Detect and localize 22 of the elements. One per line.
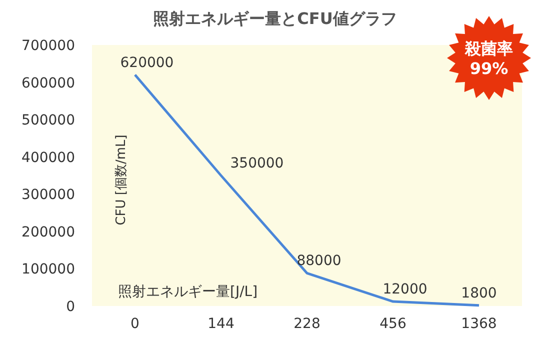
data-label: 350000 bbox=[230, 156, 284, 172]
y-tick-label: 200000 bbox=[22, 224, 75, 240]
y-tick-label: 400000 bbox=[22, 150, 75, 166]
y-tick-label: 0 bbox=[66, 299, 75, 315]
x-tick-label: 228 bbox=[294, 316, 320, 332]
data-label: 12000 bbox=[382, 282, 428, 298]
data-label: 620000 bbox=[120, 54, 174, 71]
data-label: 1800 bbox=[461, 285, 497, 302]
y-tick-label: 700000 bbox=[22, 38, 75, 54]
y-tick-label: 500000 bbox=[22, 112, 75, 129]
x-tick-label: 0 bbox=[130, 316, 140, 332]
annotation: 殺菌率 99% bbox=[464, 39, 513, 78]
x-tick-label: 144 bbox=[208, 316, 234, 332]
y-tick-label: 300000 bbox=[22, 187, 75, 204]
x-tick-label: 456 bbox=[380, 316, 406, 332]
y-tick-label: 600000 bbox=[22, 75, 75, 92]
x-axis-title: 照射エネルギー量[J/L] bbox=[118, 284, 258, 300]
y-axis-title: CFU [個数/mL] bbox=[114, 134, 129, 226]
x-tick-label: 1368 bbox=[461, 316, 497, 332]
data-label: 88000 bbox=[296, 253, 342, 270]
chart-title: 照射エネルギー量とCFU値グラフ bbox=[153, 9, 397, 28]
y-tick-label: 100000 bbox=[22, 262, 75, 278]
